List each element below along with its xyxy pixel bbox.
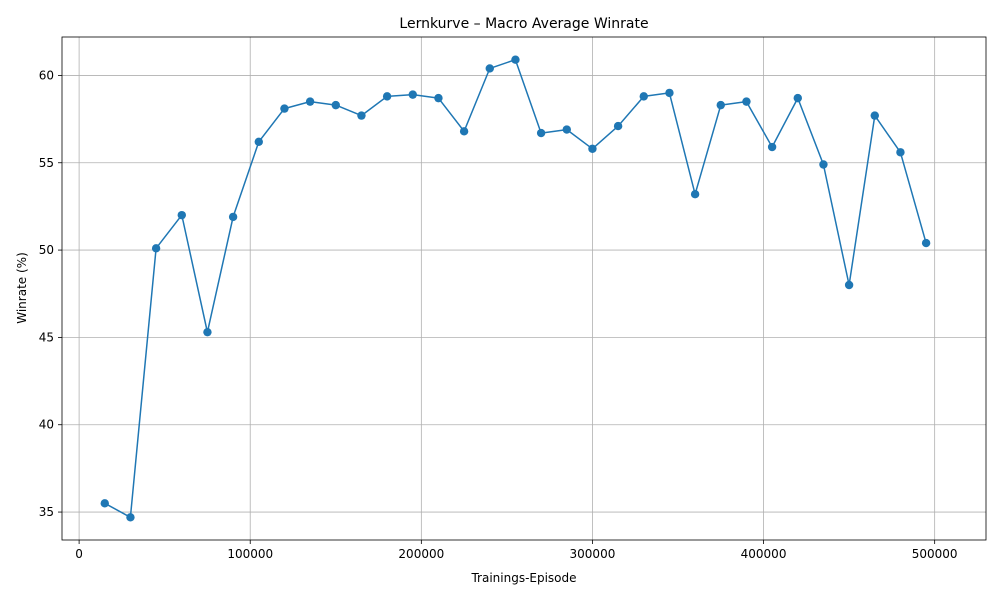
x-tick-label: 400000 bbox=[741, 547, 787, 561]
data-point bbox=[613, 121, 623, 131]
data-point bbox=[459, 127, 469, 136]
data-point bbox=[434, 93, 443, 103]
x-axis-ticks: 0 100000 200000 300000 400000 500000 bbox=[75, 540, 958, 561]
y-tick-label: 55 bbox=[39, 156, 54, 170]
data-point bbox=[331, 100, 340, 110]
x-tick-label: 500000 bbox=[912, 547, 958, 561]
data-point bbox=[870, 111, 879, 120]
data-point bbox=[100, 499, 109, 508]
y-axis-ticks: 35 40 45 50 55 60 bbox=[39, 68, 62, 519]
data-point bbox=[742, 97, 751, 106]
data-point bbox=[305, 97, 315, 106]
data-point bbox=[151, 244, 161, 253]
data-point bbox=[357, 111, 366, 120]
y-tick-label: 60 bbox=[39, 68, 54, 82]
data-point bbox=[896, 148, 905, 157]
data-point bbox=[536, 128, 546, 138]
chart-title: Lernkurve – Macro Average Winrate bbox=[399, 16, 648, 32]
x-tick-label: 300000 bbox=[570, 547, 616, 561]
data-point bbox=[844, 280, 854, 290]
data-point bbox=[382, 92, 392, 101]
data-point bbox=[639, 92, 648, 101]
y-tick-label: 35 bbox=[39, 505, 54, 519]
data-point bbox=[562, 125, 571, 134]
data-point bbox=[203, 327, 212, 337]
y-tick-label: 40 bbox=[39, 418, 54, 432]
data-point bbox=[665, 88, 674, 98]
x-tick-label: 0 bbox=[75, 547, 83, 561]
data-point bbox=[767, 142, 777, 152]
data-point bbox=[921, 238, 931, 248]
data-point bbox=[280, 104, 289, 113]
data-point bbox=[716, 100, 725, 110]
gridlines bbox=[62, 37, 986, 540]
data-point bbox=[126, 513, 135, 522]
data-point bbox=[177, 210, 186, 220]
data-point bbox=[819, 160, 828, 169]
data-point bbox=[254, 137, 263, 146]
data-point bbox=[485, 64, 494, 73]
data-point bbox=[690, 189, 700, 199]
y-tick-label: 45 bbox=[39, 330, 54, 344]
x-axis-label: Trainings-Episode bbox=[470, 571, 576, 585]
data-point bbox=[588, 144, 597, 153]
plot-frame bbox=[61, 36, 987, 541]
x-tick-label: 200000 bbox=[398, 547, 444, 561]
y-axis-label: Winrate (%) bbox=[15, 252, 29, 324]
data-point bbox=[511, 55, 520, 64]
series-winrate bbox=[100, 55, 931, 522]
x-tick-label: 100000 bbox=[227, 547, 273, 561]
data-point bbox=[408, 90, 417, 99]
data-point bbox=[228, 212, 238, 222]
y-tick-label: 50 bbox=[39, 243, 54, 257]
data-point bbox=[793, 93, 802, 103]
